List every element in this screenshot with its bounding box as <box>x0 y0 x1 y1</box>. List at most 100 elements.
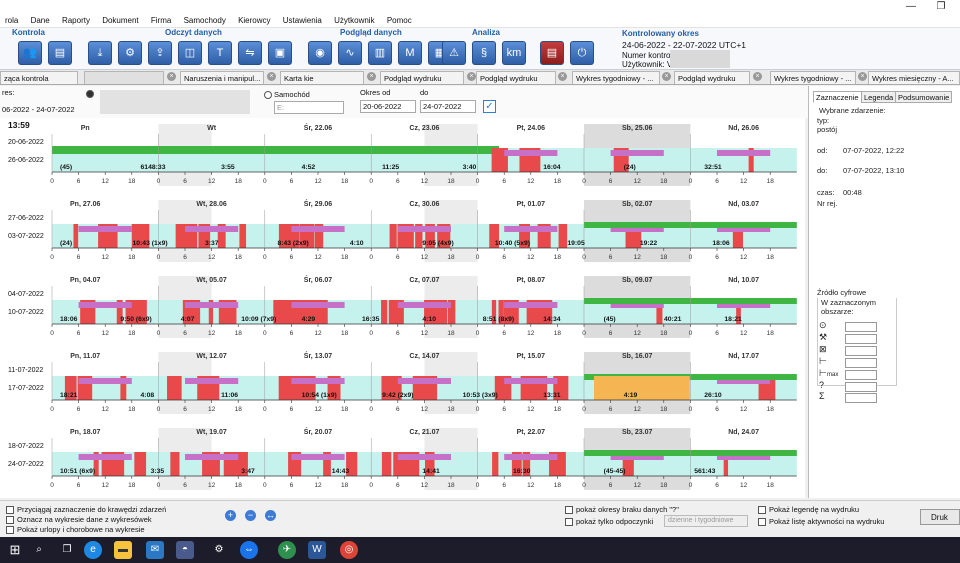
card-icon[interactable]: ▤ <box>48 41 72 65</box>
menu-kierowcy[interactable]: Kierowcy <box>238 16 271 25</box>
minimize-icon[interactable]: — <box>906 1 916 12</box>
settings-icon[interactable]: ⚙ <box>118 41 142 65</box>
duration-label: 9:05 (4x9) <box>422 240 453 247</box>
km-icon[interactable]: km <box>502 41 526 65</box>
teamviewer-icon[interactable]: ⇔ <box>240 541 258 559</box>
tacho-icon[interactable]: ◫ <box>178 41 202 65</box>
tick-label: 0 <box>369 254 373 261</box>
upload-icon[interactable]: ⇪ <box>148 41 172 65</box>
snap-checkbox[interactable]: Przyciągaj zaznaczenie do krawędzi zdarz… <box>6 505 166 515</box>
work-block <box>717 150 771 156</box>
leave-checkbox[interactable]: Pokaż urlopy i chorobowe na wykresie <box>6 525 145 535</box>
menu-uzytkownik[interactable]: Użytkownik <box>334 16 375 25</box>
menu-dane[interactable]: Dane <box>30 16 50 25</box>
search-icon[interactable]: ⌕ <box>36 544 42 555</box>
tick-label: 18 <box>660 178 668 185</box>
tab-podsumowanie[interactable]: Podsumowanie <box>895 91 953 103</box>
rests-only-checkbox[interactable]: pokaż tylko odpoczynki <box>565 517 653 527</box>
menu-raporty[interactable]: Raporty <box>61 16 90 25</box>
zoom-out-icon[interactable]: − <box>245 510 256 521</box>
close-tab-icon[interactable]: × <box>467 72 476 81</box>
tab-wykres-tyg-1[interactable]: Wykres tygodniowy - ... <box>572 71 660 84</box>
tab-naruszenia[interactable]: Naruszenia i manipul... <box>180 71 264 84</box>
legend-print-checkbox[interactable]: Pokaż legendę na wydruku <box>758 505 859 515</box>
tick-label: 18 <box>341 330 349 337</box>
activity-list-checkbox[interactable]: Pokaż listę aktywności na wydruku <box>758 517 884 527</box>
tab-karta[interactable]: Karta kie <box>280 71 364 84</box>
word-icon[interactable]: W <box>308 541 326 559</box>
preview-icon[interactable]: ◉ <box>308 41 332 65</box>
day-title: Śr, 29.06 <box>304 199 333 208</box>
edge-icon[interactable]: e <box>84 541 102 559</box>
vehicle-select[interactable]: E: <box>274 101 344 114</box>
rest-type-select[interactable]: dzienne i tygodniowe <box>664 515 748 527</box>
missing-data-checkbox[interactable]: pokaż okresy braku danych "?" <box>565 505 679 515</box>
download-icon[interactable]: ⤓ <box>88 41 112 65</box>
tick-label: 0 <box>369 406 373 413</box>
menu-samochody[interactable]: Samochody <box>183 16 226 25</box>
tab-kontrola[interactable]: ząca kontrola <box>0 71 78 84</box>
weekly-activity-chart[interactable]: Pn Wt Śr, 22.06 Cz, 23.06 Pt, 24.06 Sb, 25.06… <box>0 118 805 498</box>
tab-wykres-tyg-2[interactable]: Wykres tygodniowy - ... <box>770 71 856 84</box>
monthly-chart-icon[interactable]: M <box>398 41 422 65</box>
folder-icon[interactable]: ▬ <box>114 541 132 559</box>
date-from-input[interactable]: 20-06-2022 <box>360 100 416 113</box>
terminal-icon[interactable]: T <box>208 41 232 65</box>
law-icon[interactable]: § <box>472 41 496 65</box>
tick-label: 0 <box>582 330 586 337</box>
close-tab-icon[interactable]: × <box>753 72 762 81</box>
tab-wykres-mies[interactable]: Wykres miesięczny - A... <box>868 71 960 84</box>
task-view-icon[interactable]: ❐ <box>62 544 72 555</box>
usb-icon[interactable]: ⇋ <box>238 41 262 65</box>
chart-line-icon[interactable]: ∿ <box>338 41 362 65</box>
settings-app-icon[interactable]: ⚙ <box>214 544 224 555</box>
mail-icon[interactable]: ✉ <box>146 541 164 559</box>
card-reader-icon[interactable]: ▣ <box>268 41 292 65</box>
menu-firma[interactable]: Firma <box>150 16 172 25</box>
type-value: postój <box>817 125 838 134</box>
report-icon[interactable]: ▤ <box>540 41 564 65</box>
close-tab-icon[interactable]: × <box>167 72 176 81</box>
maximize-icon[interactable]: ❐ <box>936 1 946 12</box>
tab-podglad-3[interactable]: Podgląd wydruku <box>674 71 750 84</box>
tab-zaznaczenie[interactable]: Zaznaczenie <box>813 91 862 103</box>
day-title: Wt, 05.07 <box>196 277 226 284</box>
print-button[interactable]: Druk <box>920 509 960 525</box>
date-to-input[interactable]: 24-07-2022 <box>420 100 476 113</box>
menu-dokument[interactable]: Dokument <box>102 16 139 25</box>
zoom-in-icon[interactable]: + <box>225 510 236 521</box>
vehicle-radio[interactable] <box>264 91 272 99</box>
mark-data-checkbox[interactable]: Oznacz na wykresie dane z wykresówek <box>6 515 152 525</box>
driver-icon[interactable]: 👥 <box>18 41 42 65</box>
tick-label: 6 <box>609 482 613 489</box>
work-block <box>610 150 664 156</box>
windows-start-icon[interactable]: ⊞ <box>9 542 21 557</box>
work-block <box>185 226 239 232</box>
tab-redacted[interactable] <box>84 71 164 84</box>
tick-label: 12 <box>102 406 110 413</box>
zoom-fit-icon[interactable]: ↔ <box>265 510 276 521</box>
driving-block <box>622 452 634 476</box>
apply-check-icon[interactable]: ✓ <box>483 100 496 113</box>
app-green-icon[interactable]: ✈ <box>278 541 296 559</box>
close-tab-icon[interactable]: × <box>858 72 867 81</box>
power-icon[interactable]: ⏻ <box>570 41 594 65</box>
tacho-app-icon[interactable]: ◓ <box>176 541 194 559</box>
menu-pomoc[interactable]: Pomoc <box>386 16 412 25</box>
tab-podglad-2[interactable]: Podgląd wydruku <box>476 71 556 84</box>
close-tab-icon[interactable]: × <box>662 72 671 81</box>
close-tab-icon[interactable]: × <box>367 72 376 81</box>
tab-podglad-1[interactable]: Podgląd wydruku <box>380 71 464 84</box>
analysis-icon[interactable]: ⚠ <box>442 41 466 65</box>
group-analiza: Analiza <box>472 28 501 37</box>
tick-label: 12 <box>740 178 748 185</box>
driver-radio[interactable] <box>86 90 94 98</box>
bar-chart-icon[interactable]: ▥ <box>368 41 392 65</box>
menu-kontrola[interactable]: rola <box>5 16 19 25</box>
close-tab-icon[interactable]: × <box>558 72 567 81</box>
menu-ustawienia[interactable]: Ustawienia <box>282 16 322 25</box>
work-block <box>504 302 558 308</box>
close-tab-icon[interactable]: × <box>267 72 276 81</box>
tab-legenda[interactable]: Legenda <box>861 91 897 103</box>
chrome-icon[interactable]: ◎ <box>340 541 358 559</box>
